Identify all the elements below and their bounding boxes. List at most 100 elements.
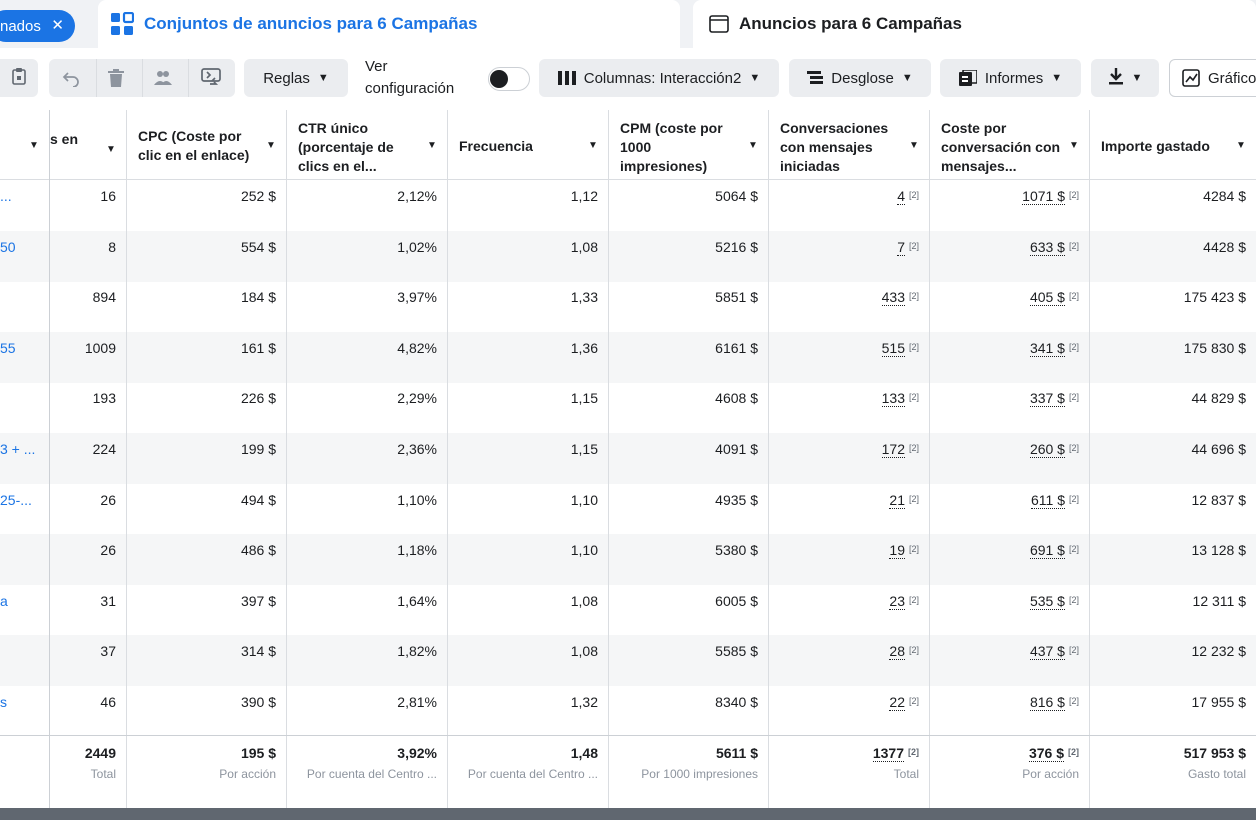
cell-cost-per-conversation-link[interactable]: 341 $ [1029, 339, 1065, 357]
cell-name-value[interactable]: 55 [0, 339, 16, 356]
clipboard-button[interactable] [0, 59, 38, 97]
cell-name[interactable]: 50 [0, 230, 50, 282]
total-cost-link[interactable]: 376 $ [1028, 745, 1064, 762]
cell-cpm: 5380 $ [609, 534, 769, 586]
table-row[interactable]: 894 184 $ 3,97% 1,33 5851 $ 433 [2] 405 $ [2] 175… [0, 281, 1256, 333]
ab-test-icon[interactable] [201, 68, 221, 90]
table-row[interactable]: 193 226 $ 2,29% 1,15 4608 $ 133 [2] 337 $ [2] 44 … [0, 382, 1256, 434]
table-row[interactable]: ... 16 252 $ 2,12% 1,12 5064 $ 4 [2] 1071 $ [2] 42… [0, 180, 1256, 231]
tab-ads[interactable]: Anuncios para 6 Campañas [693, 0, 1256, 48]
chart-button[interactable]: Gráfico [1169, 59, 1256, 97]
cell-cpm: 4608 $ [609, 382, 769, 434]
total-conversations-link[interactable]: 1377 [872, 745, 904, 762]
cell-name-value[interactable]: 50 [0, 238, 16, 255]
table-row[interactable]: 26 486 $ 1,18% 1,10 5380 $ 19 [2] 691 $ [2] 13 12… [0, 534, 1256, 586]
rules-dropdown[interactable]: Reglas ▼ [244, 59, 348, 97]
header-name[interactable]: ▼ [0, 110, 50, 180]
cell-name-value[interactable]: 3 + ... [0, 441, 36, 457]
cell-conversations-link[interactable]: 19 [889, 542, 905, 560]
cell-cpm-value: 5585 $ [715, 643, 758, 660]
selected-filter-pill[interactable]: nados ✕ [0, 10, 75, 42]
header-results[interactable]: s en ▼ [50, 110, 127, 180]
table-row[interactable]: 37 314 $ 1,82% 1,08 5585 $ 28 [2] 437 $ [2] 12 23… [0, 635, 1256, 687]
cell-cost-per-conversation-link[interactable]: 633 $ [1029, 238, 1065, 256]
cell-ctr-value: 1,10% [397, 491, 437, 508]
close-icon[interactable]: ✕ [51, 17, 64, 34]
cell-ctr-value: 2,12% [397, 188, 437, 204]
cell-cost-per-conversation-link[interactable]: 816 $ [1029, 694, 1065, 711]
cell-conversations-link[interactable]: 22 [889, 694, 905, 711]
cell-cpm: 5585 $ [609, 635, 769, 687]
undo-icon[interactable] [62, 69, 80, 91]
cell-cost-per-conversation-link[interactable]: 405 $ [1029, 289, 1065, 307]
cell-conversations-link[interactable]: 7 [897, 238, 905, 256]
tab-ads-label: Anuncios para 6 Campañas [739, 14, 962, 33]
cell-conversations-link[interactable]: 4 [897, 188, 905, 205]
cell-cost-per-conversation-link[interactable]: 337 $ [1029, 390, 1065, 408]
table-row[interactable]: a 31 397 $ 1,64% 1,08 6005 $ 23 [2] 535 $ [2] 12 3… [0, 584, 1256, 636]
cell-ctr: 2,81% [287, 686, 448, 737]
table-row[interactable]: 25-... 26 494 $ 1,10% 1,10 4935 $ 21 [2] 611 $ [2… [0, 483, 1256, 535]
cell-cpm-value: 6161 $ [715, 339, 758, 356]
cell-name[interactable] [0, 382, 50, 434]
cell-cost-per-conversation-link[interactable]: 535 $ [1029, 592, 1065, 610]
horizontal-scrollbar[interactable] [0, 808, 1256, 820]
header-amount-spent[interactable]: Importe gastado ▼ [1090, 110, 1256, 180]
cell-name[interactable] [0, 534, 50, 586]
cell-name-value[interactable]: a [0, 592, 8, 609]
cell-name-value[interactable]: ... [0, 188, 12, 204]
trash-icon[interactable] [108, 69, 124, 91]
header-cpm[interactable]: CPM (coste por 1000 impresiones) ▼ [609, 110, 769, 180]
cell-name[interactable] [0, 281, 50, 333]
cell-frequency: 1,12 [448, 180, 609, 231]
tab-ad-sets[interactable]: Conjuntos de anuncios para 6 Campañas [98, 0, 680, 48]
cell-frequency: 1,10 [448, 483, 609, 535]
table-row[interactable]: 50 8 554 $ 1,02% 1,08 5216 $ 7 [2] 633 $ [2] 4428 … [0, 230, 1256, 282]
cell-conversations-link[interactable]: 433 [881, 289, 905, 307]
table-row[interactable]: s 46 390 $ 2,81% 1,32 8340 $ 22 [2] 816 $ [2] 17 9… [0, 686, 1256, 737]
cell-cost-per-conversation-link[interactable]: 611 $ [1030, 491, 1065, 509]
cell-cpc-value: 199 $ [240, 441, 276, 457]
cell-name[interactable]: ... [0, 180, 50, 231]
cell-cost-per-conversation-link[interactable]: 437 $ [1029, 643, 1065, 661]
cell-conversations-link[interactable]: 133 [881, 390, 905, 408]
cell-cpc: 226 $ [127, 382, 287, 434]
header-cost-per-conversation[interactable]: Coste por conversación con mensajes... ▼ [930, 110, 1090, 180]
cell-conversations-link[interactable]: 172 [881, 441, 905, 458]
cell-conversations-link[interactable]: 23 [889, 592, 905, 610]
cell-conversations-link[interactable]: 21 [889, 491, 905, 509]
cell-name-value[interactable]: 25-... [0, 491, 32, 508]
header-ctr[interactable]: CTR único (porcentaje de clics en el... … [287, 110, 448, 180]
cell-name-value[interactable]: s [0, 694, 7, 710]
cell-name[interactable] [0, 635, 50, 687]
cell-cpc: 494 $ [127, 483, 287, 535]
cell-name[interactable]: s [0, 686, 50, 737]
reports-dropdown[interactable]: Informes ▼ [940, 59, 1081, 97]
cell-cost-per-conversation-link[interactable]: 1071 $ [1022, 188, 1065, 205]
cell-name[interactable]: 25-... [0, 483, 50, 535]
audience-icon[interactable] [153, 69, 173, 91]
header-conversations[interactable]: Conversaciones con mensajes iniciadas ▼ [769, 110, 930, 180]
cell-cpm-value: 5851 $ [715, 289, 758, 306]
columns-dropdown[interactable]: Columnas: Interacción2 ▼ [539, 59, 779, 97]
header-frequency[interactable]: Frecuencia ▼ [448, 110, 609, 180]
cell-name[interactable]: 3 + ... [0, 433, 50, 484]
cell-cost-per-conversation-link[interactable]: 260 $ [1029, 441, 1065, 458]
table-row[interactable]: 3 + ... 224 199 $2,36% 1,15 4091 $172 [2] 260 … [0, 433, 1256, 484]
cell-name[interactable]: a [0, 584, 50, 636]
cell-name[interactable]: 55 [0, 331, 50, 383]
breakdown-dropdown[interactable]: Desglose ▼ [789, 59, 931, 97]
cell-cost-per-conversation-link[interactable]: 691 $ [1029, 542, 1065, 560]
export-dropdown[interactable]: ▼ [1091, 59, 1159, 97]
cell-conversations-link[interactable]: 28 [889, 643, 905, 661]
cell-results: 8 [50, 230, 127, 282]
header-cpc[interactable]: CPC (Coste por clic en el enlace) ▼ [127, 110, 287, 180]
view-setup-toggle[interactable] [488, 67, 530, 91]
toolbar: Reglas ▼ Ver configuración Columnas: Int… [0, 48, 1256, 110]
cell-frequency: 1,08 [448, 635, 609, 687]
cell-amount-spent-value: 4284 $ [1203, 188, 1246, 204]
cell-results-value: 26 [100, 491, 116, 508]
table-row[interactable]: 55 1009 161 $ 4,82% 1,36 6161 $ 515 [2] 341 $ [2]… [0, 331, 1256, 383]
cell-results-value: 224 [92, 441, 116, 457]
cell-conversations-link[interactable]: 515 [881, 339, 905, 357]
